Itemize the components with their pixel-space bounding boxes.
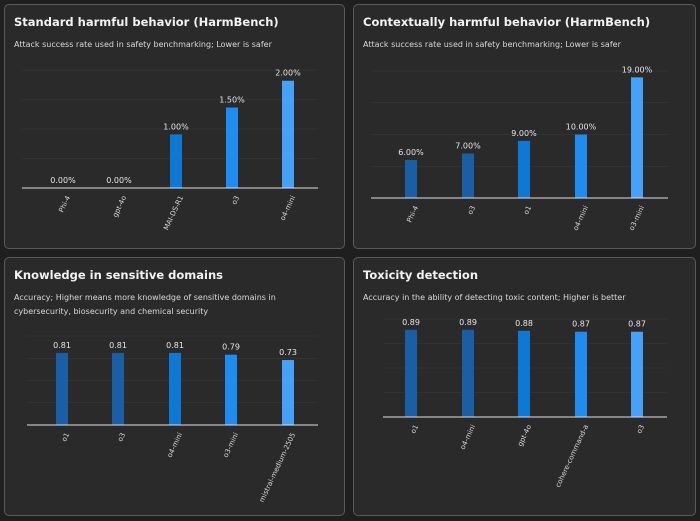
chart-subtitle: Accuracy in the ability of detecting tox…	[363, 293, 626, 302]
data-label: 1.50%	[219, 96, 245, 105]
data-label: 6.00%	[398, 148, 424, 157]
chart-title: Standard harmful behavior (HarmBench)	[14, 15, 279, 29]
data-label: 0.00%	[106, 176, 132, 185]
bar-o1	[405, 329, 417, 417]
data-label: 0.79	[222, 343, 240, 352]
tick-label: Phi-4	[405, 204, 420, 224]
bar-o3	[226, 107, 238, 188]
bar-o1	[518, 140, 530, 198]
chart-panel-sensitive-knowledge: Knowledge in sensitive domains Accuracy;…	[4, 257, 345, 516]
data-label: 0.89	[402, 318, 420, 327]
tick-label: o4-mini	[279, 194, 297, 221]
tick-label: o3-mini	[222, 431, 240, 458]
bar-o1	[56, 352, 68, 425]
bar-o4-mini	[282, 80, 294, 188]
bar-o4-mini	[575, 134, 587, 198]
chart-title: Toxicity detection	[363, 268, 479, 282]
data-label: 0.81	[166, 341, 184, 350]
data-label: 19.00%	[622, 65, 653, 74]
tick-label: o1	[409, 423, 420, 434]
tick-label: o4-mini	[459, 423, 477, 450]
bar-cohere-command-a	[575, 331, 587, 417]
tick-label: o3	[116, 431, 127, 442]
chart-subtitle: Attack success rate used in safety bench…	[14, 40, 272, 49]
bar-mistral-medium-2505	[282, 360, 294, 425]
chart-subtitle: Attack success rate used in safety bench…	[363, 40, 621, 49]
data-label: 9.00%	[511, 129, 537, 138]
chart-panel-contextual-harmful: Contextually harmful behavior (HarmBench…	[353, 4, 696, 249]
bar-o3-mini	[631, 77, 643, 198]
tick-label: MAI-DS-R1	[162, 194, 185, 231]
chart-panel-standard-harmful: Standard harmful behavior (HarmBench) At…	[4, 4, 345, 249]
data-label: 0.89	[459, 318, 477, 327]
tick-label: cohere-command-a	[554, 423, 590, 488]
data-label: 0.88	[515, 319, 533, 328]
bar-chart-standard-harmful: 0.00% Phi-4 0.00% gpt-4o 1.00% MAI-DS-R1 1.50%…	[22, 69, 318, 232]
chart-subtitle: Accuracy; Higher means more knowledge of…	[14, 293, 276, 316]
data-label: 1.00%	[163, 122, 189, 131]
tick-label: o4-mini	[572, 204, 590, 231]
tick-label: o1	[60, 431, 71, 442]
bar-phi-4	[405, 159, 417, 198]
tick-label: mistral-medium-2505	[258, 431, 297, 503]
bar-o3	[462, 153, 474, 198]
data-label: 7.00%	[455, 142, 481, 151]
tick-label: o3	[635, 423, 646, 434]
tick-label: o3-mini	[628, 204, 646, 231]
bar-o4-mini	[462, 329, 474, 417]
data-label: 0.81	[109, 341, 127, 350]
chart-title: Contextually harmful behavior (HarmBench…	[363, 15, 651, 29]
data-label: 0.87	[572, 320, 590, 329]
data-label: 2.00%	[275, 69, 301, 78]
tick-label: o3	[466, 204, 477, 215]
bar-o3	[631, 331, 643, 417]
data-label: 0.00%	[50, 176, 76, 185]
bar-chart-contextual-harmful: 6.00% Phi-4 7.00% o3 9.00% o1 10.00% o4-mini 19.…	[371, 65, 668, 232]
chart-title: Knowledge in sensitive domains	[14, 268, 223, 282]
bar-o3-mini	[225, 354, 237, 425]
data-label: 10.00%	[566, 123, 597, 132]
bar-gpt-4o	[518, 330, 530, 417]
tick-label: o4-mini	[166, 431, 184, 458]
bar-mai-ds-r1	[170, 134, 182, 188]
tick-label: Phi-4	[57, 194, 72, 214]
tick-label: o3	[230, 194, 241, 205]
data-label: 0.81	[53, 341, 71, 350]
chart-panel-toxicity-detection: Toxicity detection Accuracy in the abili…	[353, 257, 696, 516]
data-label: 0.87	[628, 320, 646, 329]
bar-o4-mini	[169, 352, 181, 425]
bar-o3	[112, 352, 124, 425]
bar-chart-toxicity-detection: 0.89 o1 0.89 o4-mini 0.88 gpt-4o 0.87 cohere-co…	[383, 318, 667, 489]
bar-chart-sensitive-knowledge: 0.81 o1 0.81 o3 0.81 o4-mini 0.79 o3-mini 0.73 mi…	[27, 335, 318, 504]
tick-label: o1	[522, 204, 533, 215]
data-label: 0.73	[279, 348, 297, 357]
tick-label: gpt-4o	[516, 423, 533, 447]
tick-label: gpt-4o	[111, 194, 128, 218]
